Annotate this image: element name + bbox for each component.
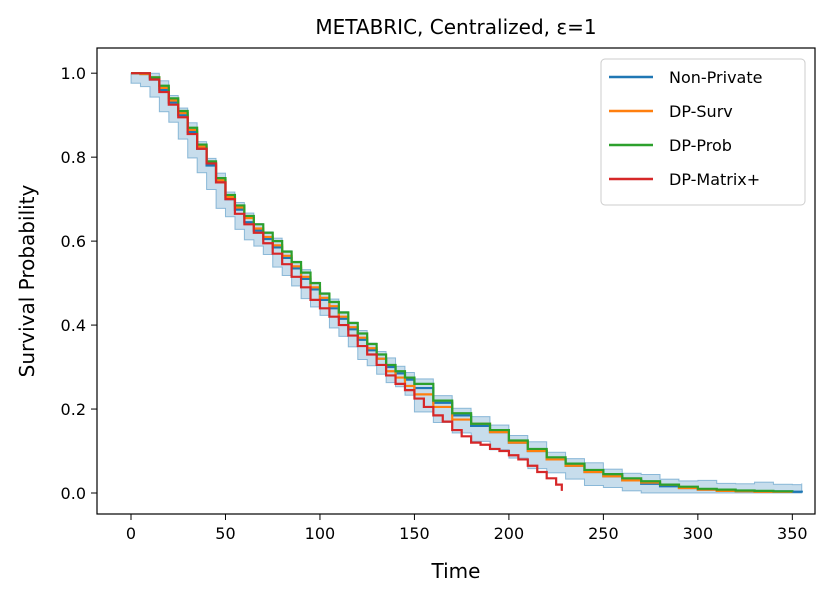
y-tick-label: 0.2: [61, 400, 86, 419]
x-axis-label: Time: [431, 559, 481, 583]
plot-frame: [96, 47, 816, 515]
x-tick-label: 100: [305, 524, 336, 543]
x-tick-label: 150: [399, 524, 430, 543]
y-tick-label: 1.0: [61, 64, 86, 83]
x-axis-ticks: 0 50 100 150 200 250 300 350: [126, 514, 808, 543]
x-tick-label: 0: [126, 524, 136, 543]
y-axis-label: Survival Probability: [15, 184, 39, 377]
legend-label: DP-Prob: [669, 136, 732, 155]
series-line-3: [131, 72, 563, 491]
legend: Non-Private DP-Surv DP-Prob DP-Matrix+: [600, 58, 806, 206]
x-tick-label: 50: [215, 524, 235, 543]
x-tick-label: 300: [683, 524, 714, 543]
x-tick-label: 200: [494, 524, 525, 543]
series-lines: [131, 72, 803, 493]
y-tick-label: 0.4: [61, 316, 86, 335]
x-tick-label: 250: [588, 524, 619, 543]
legend-box: [600, 58, 806, 206]
x-tick-label: 350: [777, 524, 808, 543]
y-tick-label: 0.8: [61, 148, 86, 167]
chart-title: METABRIC, Centralized, ε=1: [315, 15, 596, 39]
legend-label: Non-Private: [669, 68, 762, 87]
legend-label: DP-Matrix+: [669, 170, 760, 189]
y-tick-label: 0.0: [61, 484, 86, 503]
y-axis-ticks: 0.0 0.2 0.4 0.6 0.8 1.0: [61, 64, 97, 503]
series-line-0: [131, 72, 803, 493]
y-tick-label: 0.6: [61, 232, 86, 251]
legend-label: DP-Surv: [669, 102, 733, 121]
